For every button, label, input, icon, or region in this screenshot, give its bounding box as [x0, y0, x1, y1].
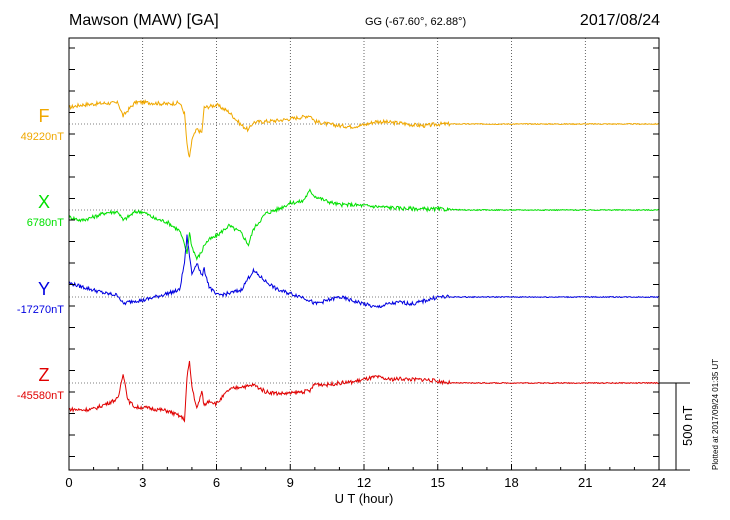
labels: 0 3 6 9 12 15 18 21 24 F 49220nT X 6780nT Y -17270nT Z -…	[17, 106, 666, 490]
x-tick-label: 3	[139, 475, 146, 490]
station-coordinates: GG (-67.60°, 62.88°)	[365, 16, 467, 28]
x-tick-label: 18	[504, 475, 518, 490]
baseline-label-z: -45580nT	[17, 390, 64, 402]
baseline-label-y: -17270nT	[17, 304, 64, 316]
scale-bar: 500 nT	[659, 382, 695, 471]
x-tick-label: 0	[65, 475, 72, 490]
channel-label-x: X	[38, 192, 50, 212]
ticks	[68, 47, 660, 470]
baseline-label-x: 6780nT	[27, 217, 65, 229]
x-tick-label: 15	[431, 475, 445, 490]
trace-f	[68, 98, 660, 158]
grid	[69, 38, 659, 470]
x-tick-label: 21	[578, 475, 592, 490]
baseline-label-f: 49220nT	[21, 131, 65, 143]
chart-title: Mawson (MAW) [GA]	[69, 12, 219, 29]
trace-z	[68, 360, 660, 423]
x-tick-label: 24	[652, 475, 666, 490]
channel-label-f: F	[39, 106, 50, 126]
channel-label-y: Y	[38, 279, 50, 299]
x-tick-label: 9	[287, 475, 294, 490]
trace-y	[68, 234, 660, 309]
traces	[68, 98, 660, 423]
x-tick-label: 6	[213, 475, 220, 490]
x-axis-label: U T (hour)	[335, 491, 394, 506]
trace-x	[68, 188, 660, 261]
channel-label-z: Z	[39, 365, 50, 385]
x-tick-label: 12	[357, 475, 371, 490]
chart-date: 2017/08/24	[579, 12, 660, 29]
scale-bar-label: 500 nT	[680, 405, 695, 446]
